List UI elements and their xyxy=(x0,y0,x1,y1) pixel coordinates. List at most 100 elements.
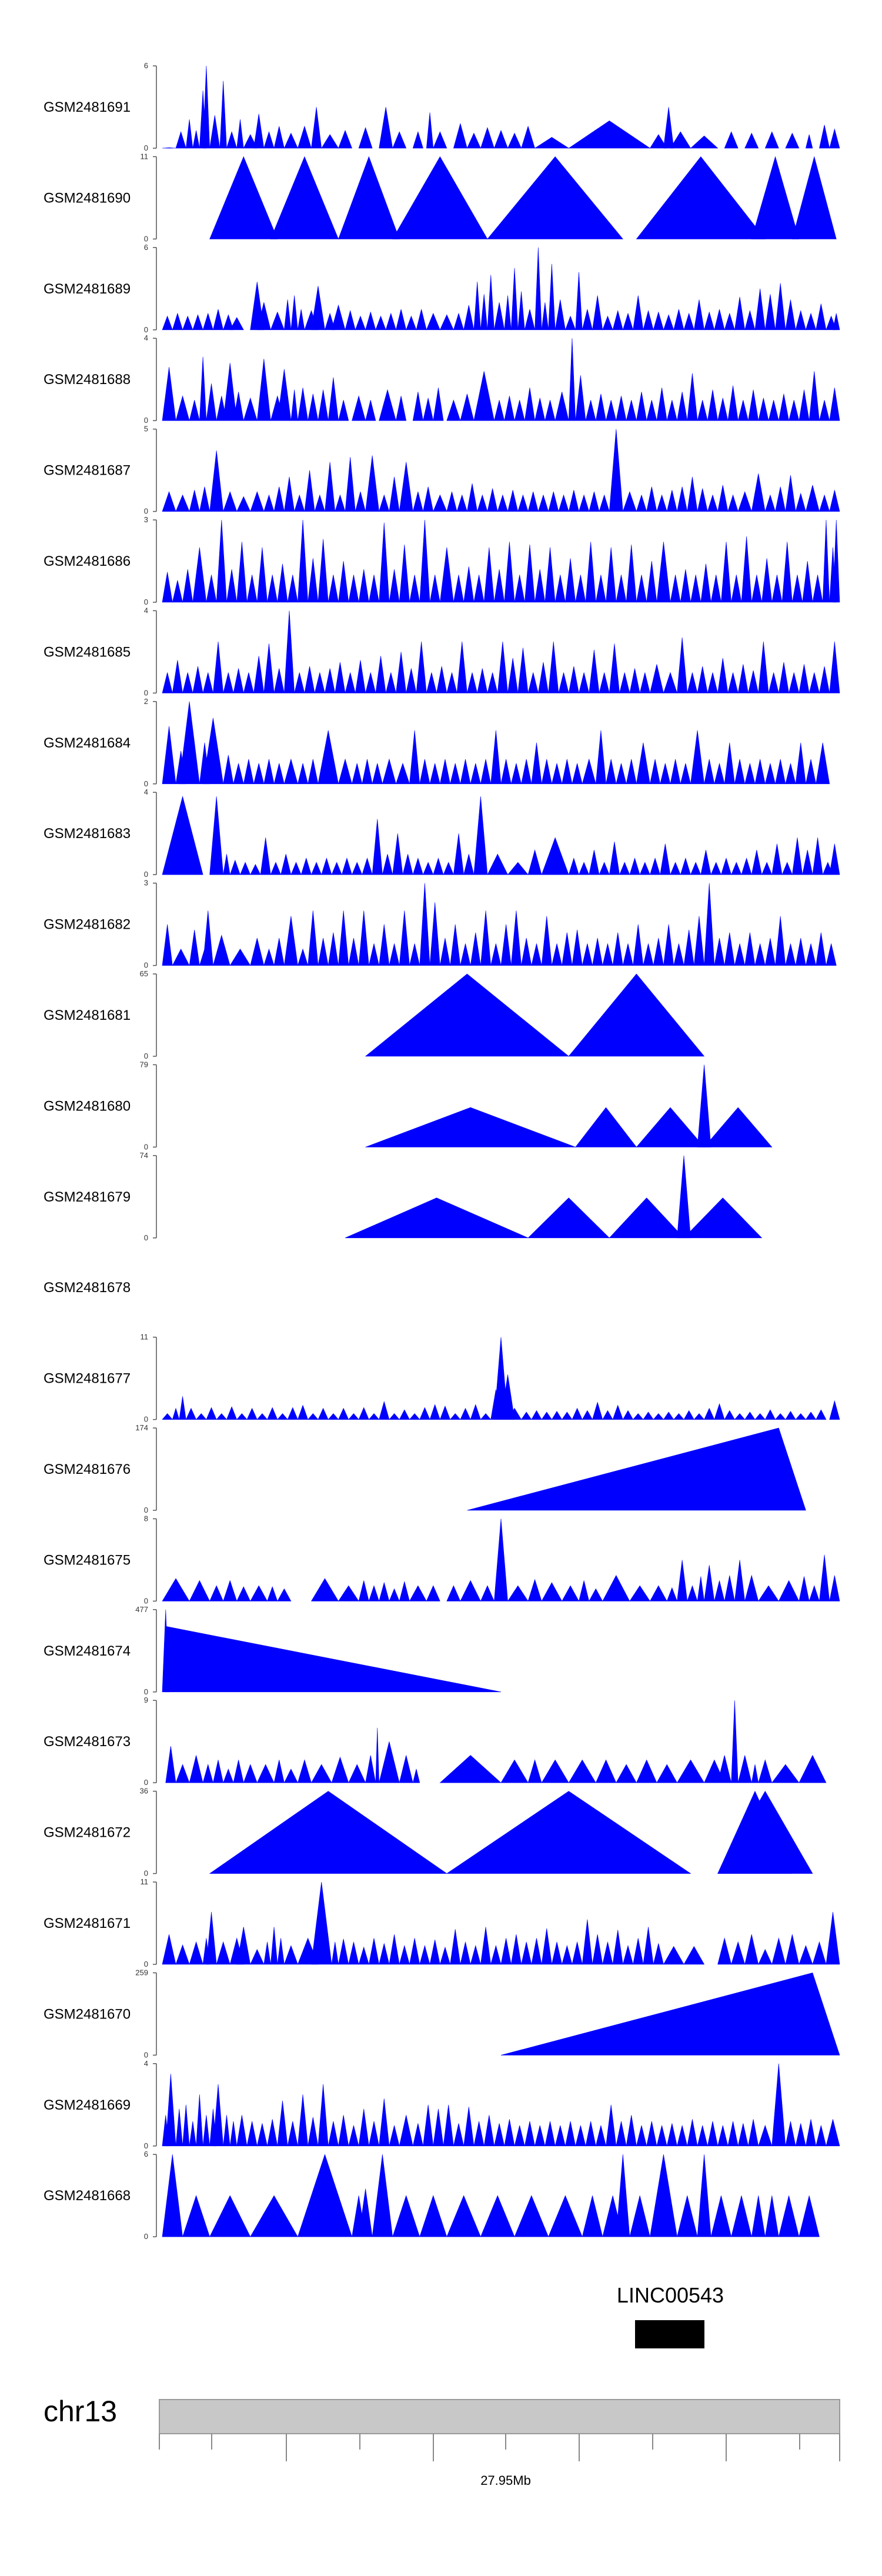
coverage-peak xyxy=(243,1764,258,1783)
coverage-peak xyxy=(256,1413,268,1420)
coverage-peak xyxy=(202,910,213,966)
coverage-peak xyxy=(209,796,224,875)
coverage-peak xyxy=(439,1946,451,1965)
coverage-peak xyxy=(409,1413,420,1420)
coverage-peak xyxy=(663,1946,684,1965)
coverage-peak xyxy=(226,569,238,603)
coverage-peak xyxy=(548,641,559,693)
y-min-label: 0 xyxy=(144,1233,148,1242)
coverage-peak xyxy=(677,637,688,693)
coverage-peak xyxy=(795,309,806,331)
coverage-peak xyxy=(379,106,393,149)
coverage-peak xyxy=(189,929,200,966)
coverage-peak xyxy=(219,81,227,149)
coverage-peak xyxy=(331,862,342,875)
coverage-peak xyxy=(175,494,190,512)
coverage-peak xyxy=(283,132,298,149)
coverage-peak xyxy=(463,566,475,603)
coverage-peak xyxy=(764,131,779,149)
y-min-label: 0 xyxy=(144,1052,148,1060)
track-label: GSM2481673 xyxy=(44,1734,131,1750)
coverage-peak xyxy=(548,2195,583,2237)
coverage-peak xyxy=(277,563,288,603)
coverage-peak xyxy=(189,1580,211,1601)
coverage-peak xyxy=(256,359,271,421)
coverage-peak xyxy=(409,1938,420,1965)
coverage-peak xyxy=(439,1405,451,1420)
coverage-peak xyxy=(308,393,319,421)
coverage-peak xyxy=(358,1407,369,1420)
coverage-peak xyxy=(649,1585,667,1601)
coverage-peak xyxy=(650,664,664,693)
y-max-label: 477 xyxy=(135,1605,148,1614)
coverage-peak xyxy=(656,494,667,512)
coverage-peak xyxy=(250,491,265,512)
coverage-peak xyxy=(585,542,596,603)
coverage-peak xyxy=(182,672,193,693)
coverage-peak xyxy=(816,742,830,785)
coverage-peak xyxy=(582,309,593,331)
coverage-peak xyxy=(209,115,220,149)
track-label: GSM2481687 xyxy=(44,463,131,479)
coverage-peak xyxy=(500,759,512,785)
coverage-peak xyxy=(558,672,569,693)
coverage-peak xyxy=(592,1934,603,1965)
coverage-peak xyxy=(595,1759,617,1783)
coverage-peak xyxy=(412,857,423,875)
track-label: GSM2481691 xyxy=(44,99,131,115)
coverage-peak xyxy=(368,1585,380,1601)
coverage-peak xyxy=(592,295,603,331)
y-min-label: 0 xyxy=(144,234,148,243)
coverage-peak xyxy=(554,392,569,421)
coverage-peak xyxy=(473,371,495,421)
track-GSM2481691: GSM2481691 6 0 xyxy=(44,61,840,152)
coverage-peak xyxy=(480,2195,515,2237)
coverage-peak xyxy=(423,398,434,421)
coverage-peak xyxy=(754,1413,766,1420)
coverage-peak xyxy=(616,763,627,785)
coverage-peak xyxy=(568,120,651,149)
track-GSM2481671: GSM2481671 11 0 xyxy=(44,1877,840,1968)
coverage-peak xyxy=(646,2121,657,2147)
coverage-peak xyxy=(521,1941,532,1965)
coverage-peak xyxy=(358,910,369,966)
coverage-peak xyxy=(338,156,400,239)
track-GSM2481678: GSM2481678 xyxy=(44,1280,131,1296)
coverage-peak xyxy=(419,2195,447,2237)
track-GSM2481676: GSM2481676 174 0 xyxy=(44,1423,806,1514)
coverage-peak xyxy=(690,862,701,875)
coverage-peak xyxy=(172,580,183,603)
coverage-peak xyxy=(250,864,261,875)
coverage-peak xyxy=(253,114,265,149)
coverage-peak xyxy=(439,1755,502,1783)
coverage-peak xyxy=(636,156,766,239)
coverage-peak xyxy=(429,902,440,966)
coverage-peak xyxy=(412,1769,420,1783)
coverage-peak xyxy=(775,916,786,966)
coverage-peak xyxy=(521,125,536,149)
coverage-peak xyxy=(310,1764,332,1783)
coverage-peak xyxy=(473,796,488,875)
coverage-peak xyxy=(297,1759,312,1783)
coverage-peak xyxy=(162,1413,173,1420)
coverage-peak xyxy=(433,2108,444,2147)
coverage-peak xyxy=(764,294,776,331)
coverage-peak xyxy=(497,494,508,512)
coverage-peak xyxy=(385,672,396,693)
coverage-peak xyxy=(785,475,796,512)
coverage-peak xyxy=(795,742,806,785)
coverage-peak xyxy=(721,542,732,603)
coverage-peak xyxy=(592,937,603,966)
coverage-peak xyxy=(379,522,390,603)
coverage-peak xyxy=(236,1413,248,1420)
y-max-label: 259 xyxy=(135,1968,148,1977)
gene-annotation: LINC00543 xyxy=(617,2283,724,2348)
coverage-peak xyxy=(389,1413,400,1420)
coverage-peak xyxy=(175,395,190,421)
coverage-peak xyxy=(510,763,522,785)
coverage-peak xyxy=(175,131,186,149)
track-GSM2481689: GSM2481689 6 0 xyxy=(44,243,840,334)
coverage-peak xyxy=(748,2119,759,2147)
coverage-peak xyxy=(480,294,488,331)
chromosome-ideogram: chr13 27.95Mb xyxy=(44,2395,840,2488)
